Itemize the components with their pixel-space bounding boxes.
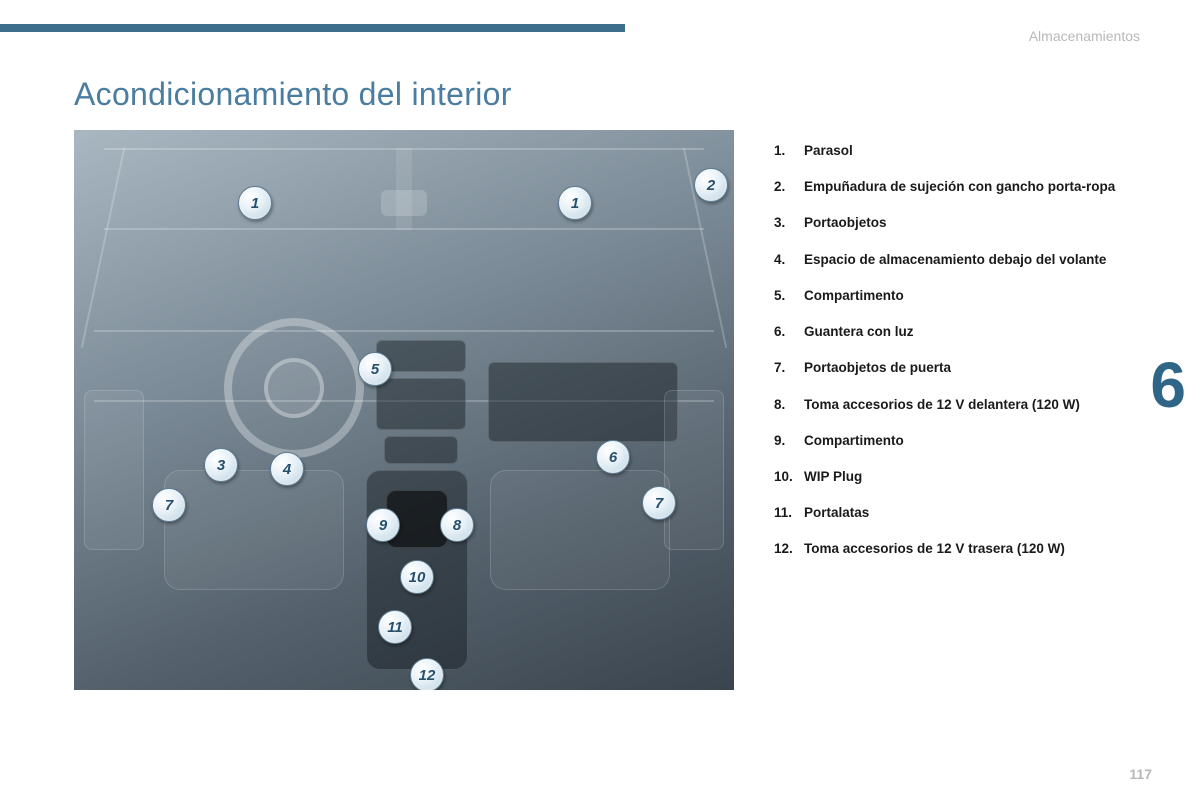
- legend-item-number: 12.: [774, 540, 804, 558]
- legend-item-number: 7.: [774, 359, 804, 377]
- callout-8: 8: [440, 508, 474, 542]
- legend-item: 8.Toma accesorios de 12 V delantera (120…: [774, 396, 1170, 414]
- legend-item-number: 1.: [774, 142, 804, 160]
- callout-7: 7: [642, 486, 676, 520]
- callout-10: 10: [400, 560, 434, 594]
- callout-3: 3: [204, 448, 238, 482]
- legend-list: 1.Parasol2.Empuñadura de sujeción con ga…: [774, 142, 1170, 559]
- legend-item-number: 11.: [774, 504, 804, 522]
- legend-item-text: Compartimento: [804, 287, 1170, 305]
- page-number: 117: [1129, 766, 1152, 782]
- chapter-number: 6: [1150, 348, 1186, 422]
- legend-item: 6.Guantera con luz: [774, 323, 1170, 341]
- callout-2: 2: [694, 168, 728, 202]
- callout-11: 11: [378, 610, 412, 644]
- legend-item-number: 9.: [774, 432, 804, 450]
- callout-6: 6: [596, 440, 630, 474]
- legend-item-text: Toma accesorios de 12 V trasera (120 W): [804, 540, 1170, 558]
- legend-item-number: 4.: [774, 251, 804, 269]
- callout-1: 1: [558, 186, 592, 220]
- legend-item-number: 3.: [774, 214, 804, 232]
- legend-item-text: Portalatas: [804, 504, 1170, 522]
- legend-item-number: 10.: [774, 468, 804, 486]
- legend-item-number: 6.: [774, 323, 804, 341]
- callout-7: 7: [152, 488, 186, 522]
- legend-item-text: Toma accesorios de 12 V delantera (120 W…: [804, 396, 1170, 414]
- callout-9: 9: [366, 508, 400, 542]
- header-accent-bar: [0, 24, 625, 32]
- callout-5: 5: [358, 352, 392, 386]
- page-title: Acondicionamiento del interior: [74, 76, 512, 113]
- legend-item-text: Portaobjetos de puerta: [804, 359, 1170, 377]
- legend-item-text: Guantera con luz: [804, 323, 1170, 341]
- legend-item: 11.Portalatas: [774, 504, 1170, 522]
- legend: 1.Parasol2.Empuñadura de sujeción con ga…: [774, 142, 1170, 577]
- legend-item-number: 8.: [774, 396, 804, 414]
- callout-4: 4: [270, 452, 304, 486]
- callout-1: 1: [238, 186, 272, 220]
- legend-item: 9.Compartimento: [774, 432, 1170, 450]
- legend-item: 1.Parasol: [774, 142, 1170, 160]
- section-label: Almacenamientos: [1029, 28, 1140, 44]
- legend-item-text: Parasol: [804, 142, 1170, 160]
- legend-item: 3.Portaobjetos: [774, 214, 1170, 232]
- dashboard-illustration: [74, 130, 734, 690]
- legend-item: 5.Compartimento: [774, 287, 1170, 305]
- legend-item-number: 2.: [774, 178, 804, 196]
- legend-item: 10.WIP Plug: [774, 468, 1170, 486]
- legend-item-number: 5.: [774, 287, 804, 305]
- legend-item: 4.Espacio de almacenamiento debajo del v…: [774, 251, 1170, 269]
- legend-item: 12.Toma accesorios de 12 V trasera (120 …: [774, 540, 1170, 558]
- legend-item: 7.Portaobjetos de puerta: [774, 359, 1170, 377]
- legend-item-text: Compartimento: [804, 432, 1170, 450]
- legend-item-text: Portaobjetos: [804, 214, 1170, 232]
- interior-diagram: 11234567789101112: [74, 130, 734, 690]
- legend-item-text: Espacio de almacenamiento debajo del vol…: [804, 251, 1170, 269]
- legend-item-text: Empuñadura de sujeción con gancho porta-…: [804, 178, 1170, 196]
- callout-12: 12: [410, 658, 444, 690]
- legend-item: 2.Empuñadura de sujeción con gancho port…: [774, 178, 1170, 196]
- legend-item-text: WIP Plug: [804, 468, 1170, 486]
